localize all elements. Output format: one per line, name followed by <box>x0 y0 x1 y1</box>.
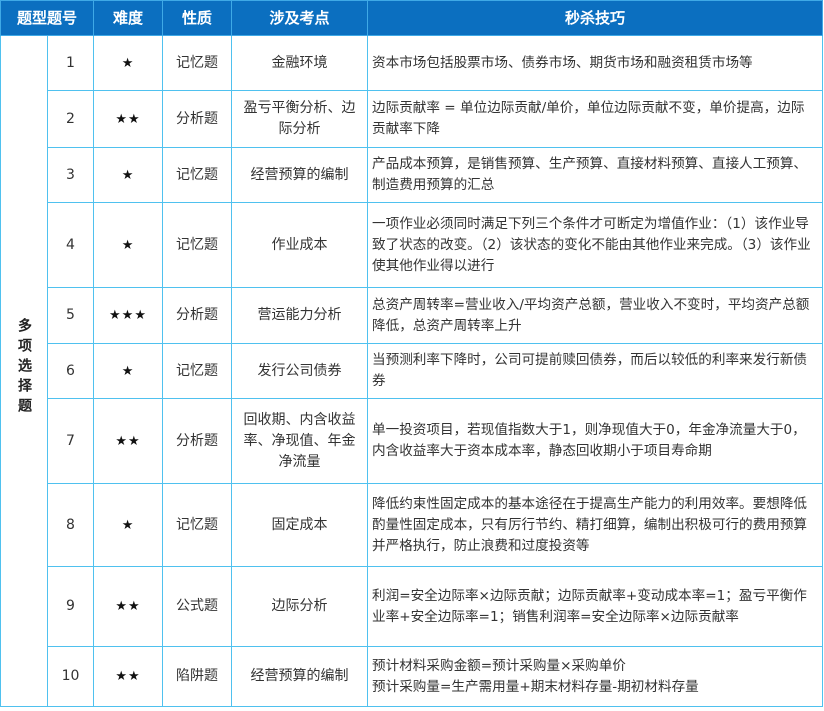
question-nature: 记忆题 <box>162 483 233 567</box>
question-number: 10 <box>46 646 95 707</box>
question-nature: 公式题 <box>162 566 233 647</box>
header-topic: 涉及考点 <box>231 0 369 36</box>
topic: 回收期、内含收益率、净现值、年金净流量 <box>231 398 369 484</box>
quick-tip: 边际贡献率 = 单位边际贡献/单价，单位边际贡献不变，单价提高，边际贡献率下降 <box>367 90 824 148</box>
difficulty-stars: ★ <box>93 35 164 91</box>
difficulty-stars: ★ <box>93 147 164 203</box>
question-nature: 分析题 <box>162 398 233 484</box>
question-type-cell: 多项选择题 <box>0 35 48 707</box>
table-row: 10 ★★ 陷阱题 经营预算的编制 预计材料采购金额=预计采购量×采购单价 预计采购量=… <box>1 646 824 707</box>
topic: 金融环境 <box>231 35 369 91</box>
question-nature: 记忆题 <box>162 147 233 203</box>
difficulty-stars: ★ <box>93 343 164 399</box>
question-nature: 分析题 <box>162 287 233 344</box>
quick-tip: 产品成本预算，是销售预算、生产预算、直接材料预算、直接人工预算、制造费用预算的汇… <box>367 147 824 203</box>
header-row: 题型题号 难度 性质 涉及考点 秒杀技巧 <box>0 0 824 36</box>
header-tips: 秒杀技巧 <box>367 0 824 36</box>
quick-tip: 当预测利率下降时，公司可提前赎回债券，而后以较低的利率来发行新债券 <box>367 343 824 399</box>
question-nature: 记忆题 <box>162 35 233 91</box>
table-row: 6 ★ 记忆题 发行公司债券 当预测利率下降时，公司可提前赎回债券，而后以较低的利率来发… <box>1 343 824 399</box>
question-number: 3 <box>46 147 95 203</box>
question-nature: 陷阱题 <box>162 646 233 707</box>
question-number: 4 <box>46 202 95 288</box>
header-difficulty: 难度 <box>93 0 164 36</box>
topic: 固定成本 <box>231 483 369 567</box>
topic: 边际分析 <box>231 566 369 647</box>
question-number: 1 <box>46 35 95 91</box>
header-nature: 性质 <box>162 0 233 36</box>
difficulty-stars: ★ <box>93 483 164 567</box>
topic: 盈亏平衡分析、边际分析 <box>231 90 369 148</box>
quick-tip: 预计材料采购金额=预计采购量×采购单价 预计采购量=生产需用量+期末材料存量-期… <box>367 646 824 707</box>
table-row: 5 ★★★ 分析题 营运能力分析 总资产周转率=营业收入/平均资产总额，营业收入不变时，… <box>1 287 824 344</box>
question-number: 9 <box>46 566 95 647</box>
quick-tip: 单一投资项目，若现值指数大于1，则净现值大于0，年金净流量大于0，内含收益率大于… <box>367 398 824 484</box>
difficulty-stars: ★ <box>93 202 164 288</box>
question-type-label: 多项选择题 <box>16 317 32 418</box>
question-nature: 记忆题 <box>162 202 233 288</box>
quick-tip: 总资产周转率=营业收入/平均资产总额，营业收入不变时，平均资产总额降低，总资产周… <box>367 287 824 344</box>
question-number: 7 <box>46 398 95 484</box>
difficulty-stars: ★★ <box>93 646 164 707</box>
question-nature: 记忆题 <box>162 343 233 399</box>
quick-tip: 利润=安全边际率×边际贡献；边际贡献率+变动成本率=1；盈亏平衡作业率+安全边际… <box>367 566 824 647</box>
difficulty-stars: ★★★ <box>93 287 164 344</box>
table-row: 3 ★ 记忆题 经营预算的编制 产品成本预算，是销售预算、生产预算、直接材料预算、直接人… <box>1 147 824 203</box>
topic: 营运能力分析 <box>231 287 369 344</box>
quick-tip: 一项作业必须同时满足下列三个条件才可断定为增值作业：（1）该作业导致了状态的改变… <box>367 202 824 288</box>
table-row: 7 ★★ 分析题 回收期、内含收益率、净现值、年金净流量 单一投资项目，若现值指数大于1… <box>1 398 824 484</box>
question-number: 2 <box>46 90 95 148</box>
question-number: 6 <box>46 343 95 399</box>
difficulty-stars: ★★ <box>93 398 164 484</box>
table-row: 4 ★ 记忆题 作业成本 一项作业必须同时满足下列三个条件才可断定为增值作业：（1）该作… <box>1 202 824 288</box>
table-row: 2 ★★ 分析题 盈亏平衡分析、边际分析 边际贡献率 = 单位边际贡献/单价，单位边际贡… <box>1 90 824 148</box>
question-number: 8 <box>46 483 95 567</box>
topic: 发行公司债券 <box>231 343 369 399</box>
table-row: 9 ★★ 公式题 边际分析 利润=安全边际率×边际贡献；边际贡献率+变动成本率=1；盈亏… <box>1 566 824 647</box>
header-type-num: 题型题号 <box>0 0 95 36</box>
topic: 作业成本 <box>231 202 369 288</box>
topic: 经营预算的编制 <box>231 147 369 203</box>
table-row: 8 ★ 记忆题 固定成本 降低约束性固定成本的基本途径在于提高生产能力的利用效率。要想降… <box>1 483 824 567</box>
question-number: 5 <box>46 287 95 344</box>
quick-tip: 资本市场包括股票市场、债券市场、期货市场和融资租赁市场等 <box>367 35 824 91</box>
quick-tip: 降低约束性固定成本的基本途径在于提高生产能力的利用效率。要想降低酌量性固定成本，… <box>367 483 824 567</box>
difficulty-stars: ★★ <box>93 90 164 148</box>
question-nature: 分析题 <box>162 90 233 148</box>
table-row: 多项选择题 1 ★ 记忆题 金融环境 资本市场包括股票市场、债券市场、期货市场和融资租赁市… <box>0 35 824 707</box>
difficulty-stars: ★★ <box>93 566 164 647</box>
topic: 经营预算的编制 <box>231 646 369 707</box>
